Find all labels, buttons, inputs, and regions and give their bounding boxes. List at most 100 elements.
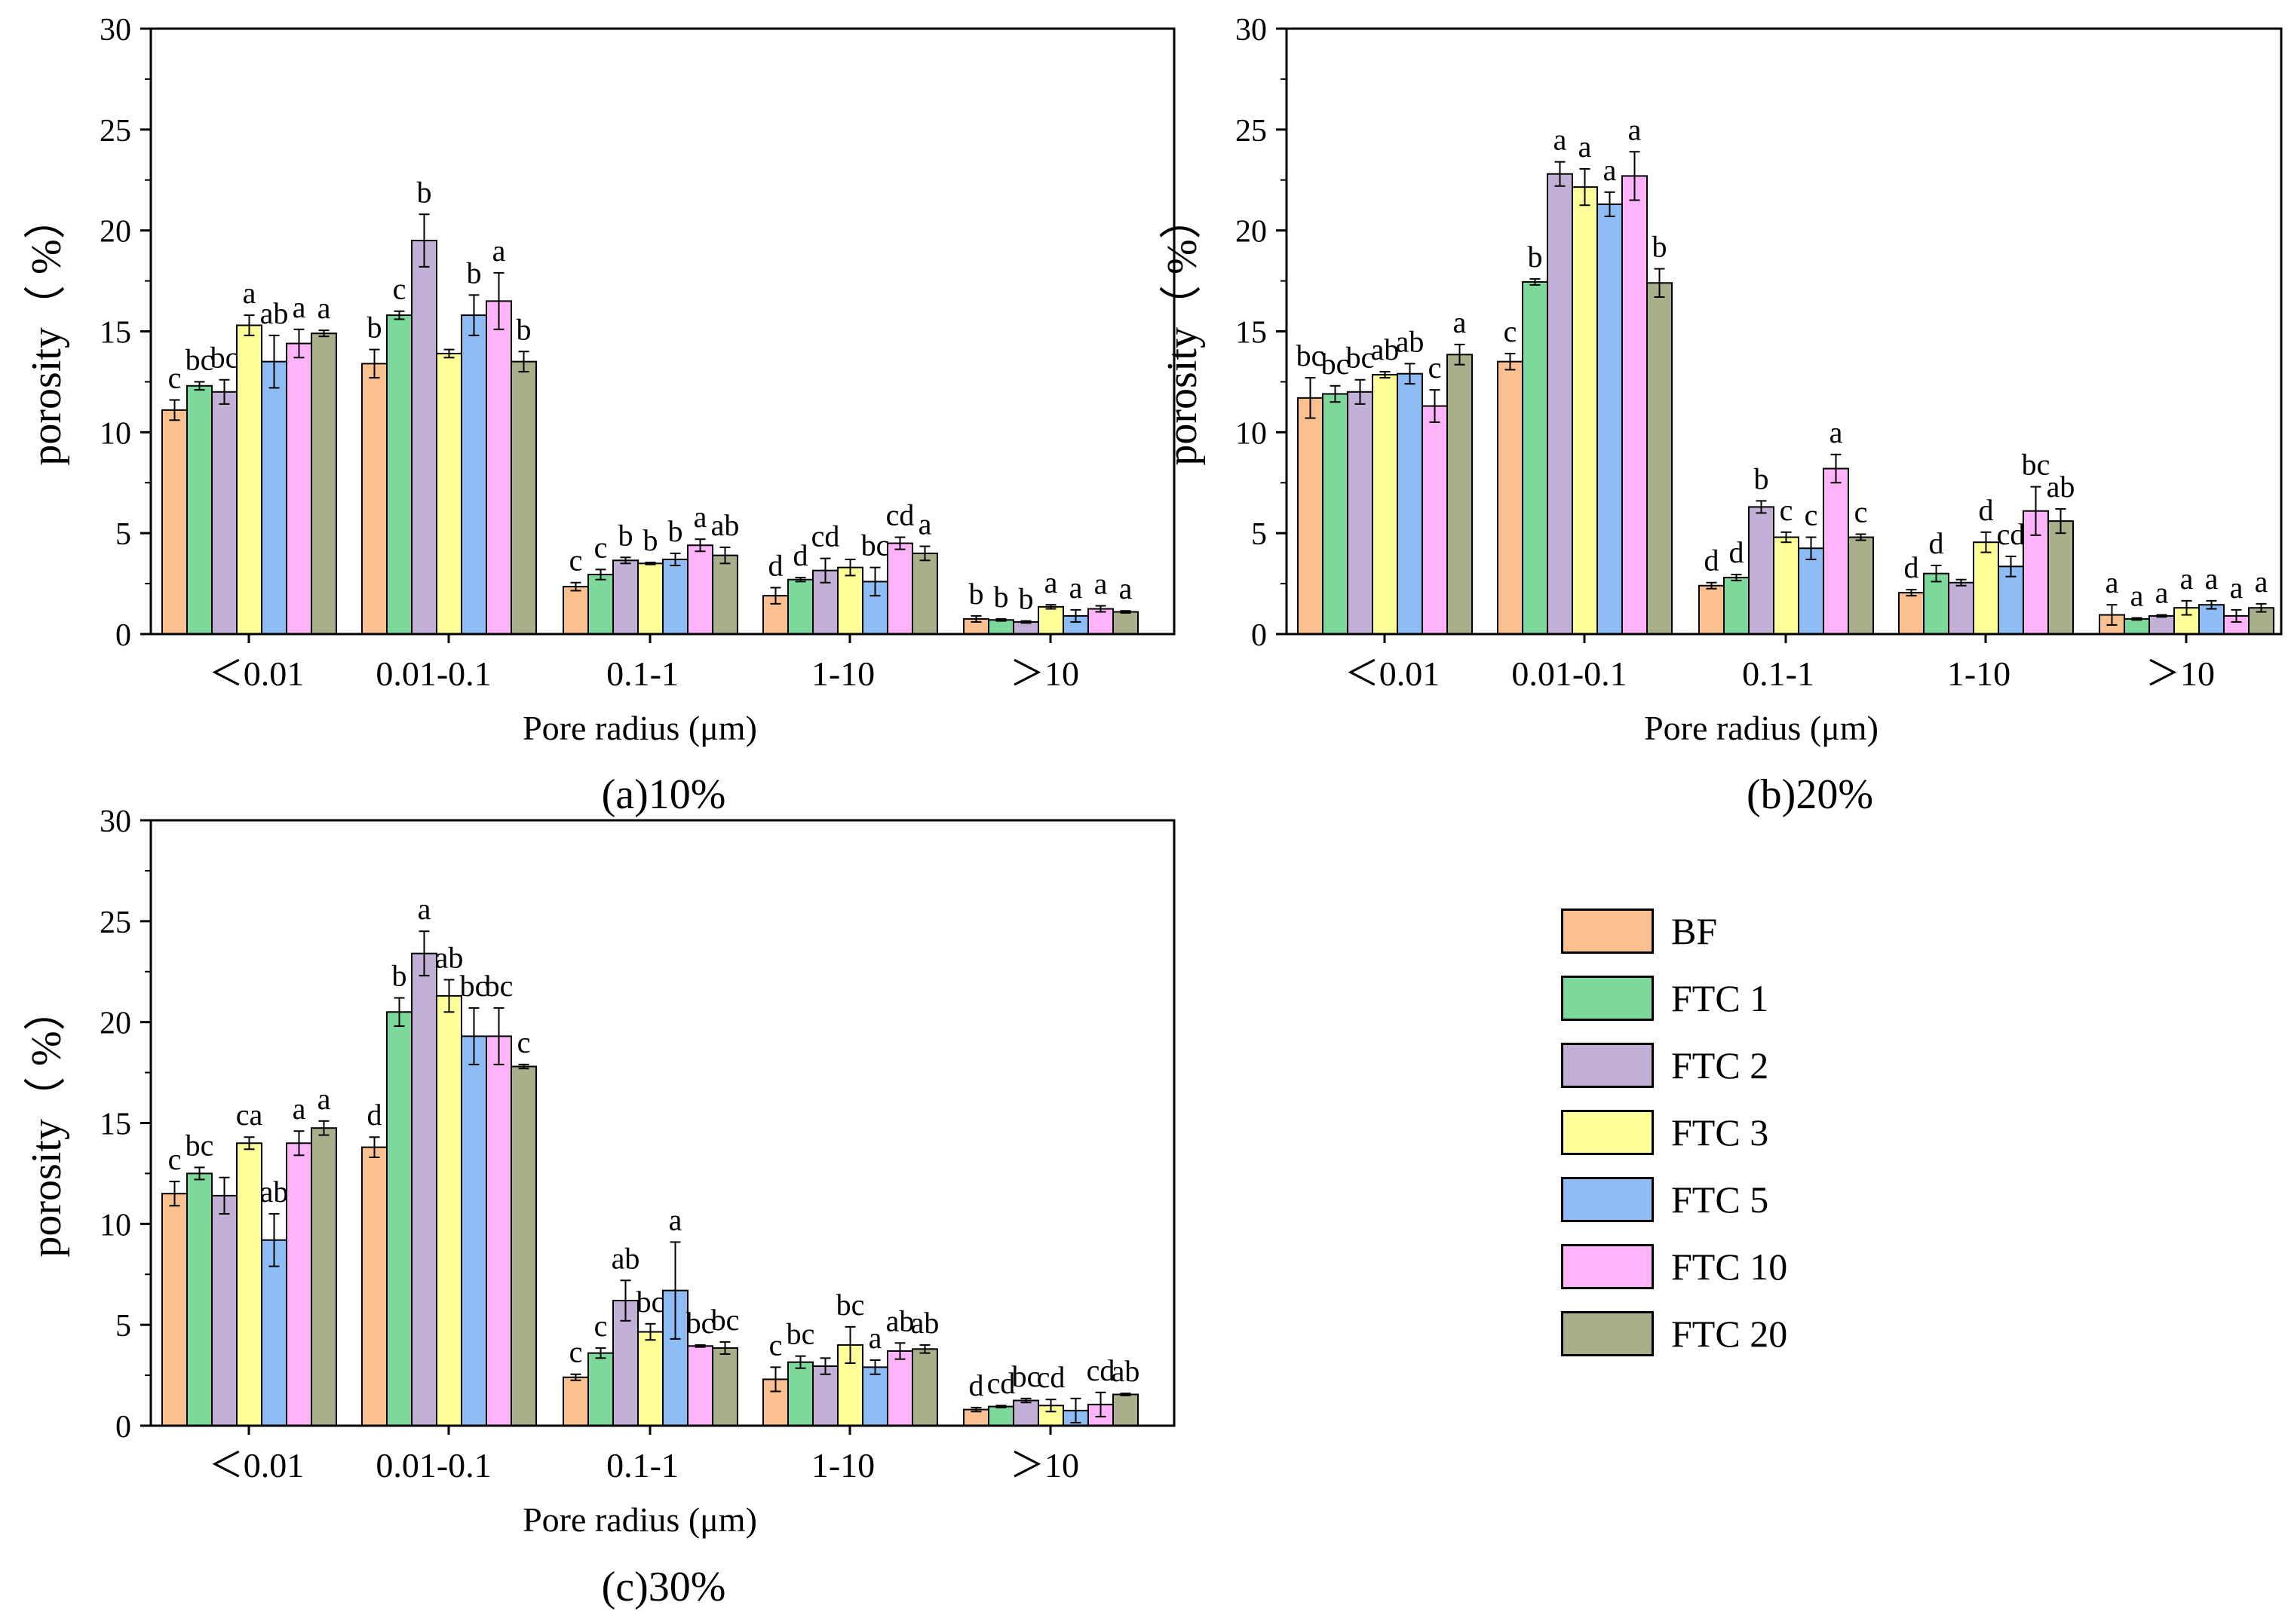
significance-letter: cd	[1997, 517, 2026, 551]
significance-letter: a	[243, 276, 256, 310]
significance-letter: d	[1979, 493, 1994, 527]
legend-swatch-bf	[1561, 909, 1654, 954]
bar-ftc2-2	[411, 240, 437, 635]
significance-letter: a	[1069, 571, 1083, 605]
bar-ftc5-1	[261, 1239, 287, 1427]
y-tick-label: 0	[115, 618, 131, 653]
x-tick-label: ＞10	[1010, 1446, 1079, 1485]
y-axis-title: porosity（ %）	[1159, 197, 1206, 465]
bar-ftc10-4	[887, 1350, 913, 1427]
bar-ftc3-1	[1372, 374, 1398, 635]
bar-ftc5-3	[1798, 547, 1824, 635]
x-tick-label: ＜0.01	[209, 1446, 305, 1485]
bar-ftc1-2	[386, 314, 413, 635]
bar-ftc2-3	[612, 559, 639, 636]
bar-ftc3-3	[637, 1331, 664, 1427]
bar-ftc2-1	[211, 1194, 238, 1426]
significance-letter: ab	[911, 1306, 940, 1340]
bar-ftc10-1	[286, 1142, 312, 1427]
bar-ftc20-2	[511, 1065, 537, 1426]
significance-letter: a	[1044, 565, 1058, 599]
y-tick-label: 10	[1235, 416, 1267, 451]
bar-ftc10-3	[687, 544, 713, 636]
y-tick-label: 25	[100, 905, 131, 940]
y-tick-label: 10	[100, 1208, 131, 1243]
bar-ftc20-3	[712, 1347, 738, 1427]
legend-swatch-ftc20	[1561, 1311, 1654, 1356]
bar-ftc10-5	[1087, 608, 1114, 636]
significance-letter: a	[317, 291, 331, 325]
bar-ftc5-2	[461, 1035, 487, 1426]
bar-ftc3-2	[436, 352, 462, 635]
bar-ftc20-5	[1112, 611, 1139, 635]
bar-ftc10-1	[1422, 405, 1448, 636]
bar-ftc10-3	[687, 1345, 713, 1426]
x-tick-label: 1-10	[811, 1446, 875, 1485]
significance-letter: b	[367, 311, 382, 345]
bar-ftc1-5	[988, 619, 1014, 635]
significance-letter: c	[393, 272, 406, 306]
significance-letter: a	[2230, 571, 2244, 605]
significance-letter: a	[2155, 576, 2169, 610]
significance-letter: d	[1729, 535, 1744, 569]
legend-label-ftc10: FTC 10	[1671, 1246, 1788, 1288]
significance-letter: a	[492, 234, 506, 268]
significance-letter: a	[418, 892, 431, 926]
bar-ftc2-3	[1748, 506, 1774, 635]
significance-letter: bc	[686, 1306, 715, 1340]
bar-ftc1-4	[787, 578, 814, 635]
bar-ftc10-4	[887, 542, 913, 635]
bar-bf-1	[161, 1193, 188, 1427]
significance-letter: bc	[787, 1317, 815, 1351]
y-tick-label: 0	[1251, 618, 1267, 653]
x-tick-label: ＞10	[1010, 654, 1079, 693]
significance-letter: a	[1603, 153, 1617, 187]
significance-letter: c	[594, 530, 608, 564]
significance-letter: a	[293, 1092, 306, 1126]
significance-letter: bc	[1012, 1359, 1041, 1393]
bar-ftc2-2	[411, 952, 437, 1427]
y-axis-title: porosity（ %）	[23, 197, 70, 465]
bar-ftc20-1	[311, 1127, 337, 1426]
significance-letter: ab	[1396, 324, 1425, 358]
significance-letter: ab	[1112, 1354, 1140, 1388]
bar-ftc3-1	[236, 324, 262, 635]
significance-letter: a	[919, 507, 932, 541]
significance-letter: b	[1528, 240, 1543, 274]
legend-label-ftc20: FTC 20	[1671, 1313, 1788, 1355]
bar-ftc3-2	[436, 994, 462, 1426]
y-tick-label: 25	[1235, 114, 1267, 149]
bar-ftc1-2	[386, 1011, 413, 1426]
bar-ftc1-5	[2124, 617, 2150, 635]
y-tick-label: 15	[100, 316, 131, 351]
significance-letter: b	[994, 580, 1009, 614]
bar-ftc1-4	[1923, 572, 1949, 636]
significance-letter: d	[1929, 526, 1944, 560]
x-tick-label: 0.1-1	[606, 654, 679, 693]
y-tick-label: 30	[1235, 13, 1267, 47]
bar-ftc3-2	[1572, 186, 1598, 635]
bar-bf-1	[161, 409, 188, 635]
y-axis-title: porosity（ %）	[23, 988, 70, 1257]
significance-letter: a	[669, 1203, 682, 1236]
significance-letter: bc	[210, 341, 239, 375]
bar-bf-2	[361, 363, 388, 635]
panel-caption: (b)20%	[1747, 771, 1873, 818]
x-tick-label: 1-10	[811, 654, 875, 693]
y-tick-label: 15	[100, 1108, 131, 1142]
bar-ftc1-1	[186, 1172, 213, 1426]
bar-ftc5-1	[261, 360, 287, 635]
x-axis-title: Pore radius (μm)	[1644, 709, 1879, 747]
significance-letter: bc	[485, 969, 514, 1003]
significance-letter: b	[517, 312, 532, 346]
bar-ftc2-4	[1948, 581, 1974, 635]
legend-swatch-ftc2	[1561, 1043, 1654, 1088]
legend-item-ftc5: FTC 5	[1561, 1177, 2014, 1225]
significance-letter: c	[769, 1328, 783, 1362]
significance-letter: a	[1829, 415, 1843, 449]
bar-ftc3-3	[1773, 536, 1799, 636]
significance-letter: cd	[1037, 1360, 1066, 1394]
y-tick-label: 5	[1251, 517, 1267, 552]
